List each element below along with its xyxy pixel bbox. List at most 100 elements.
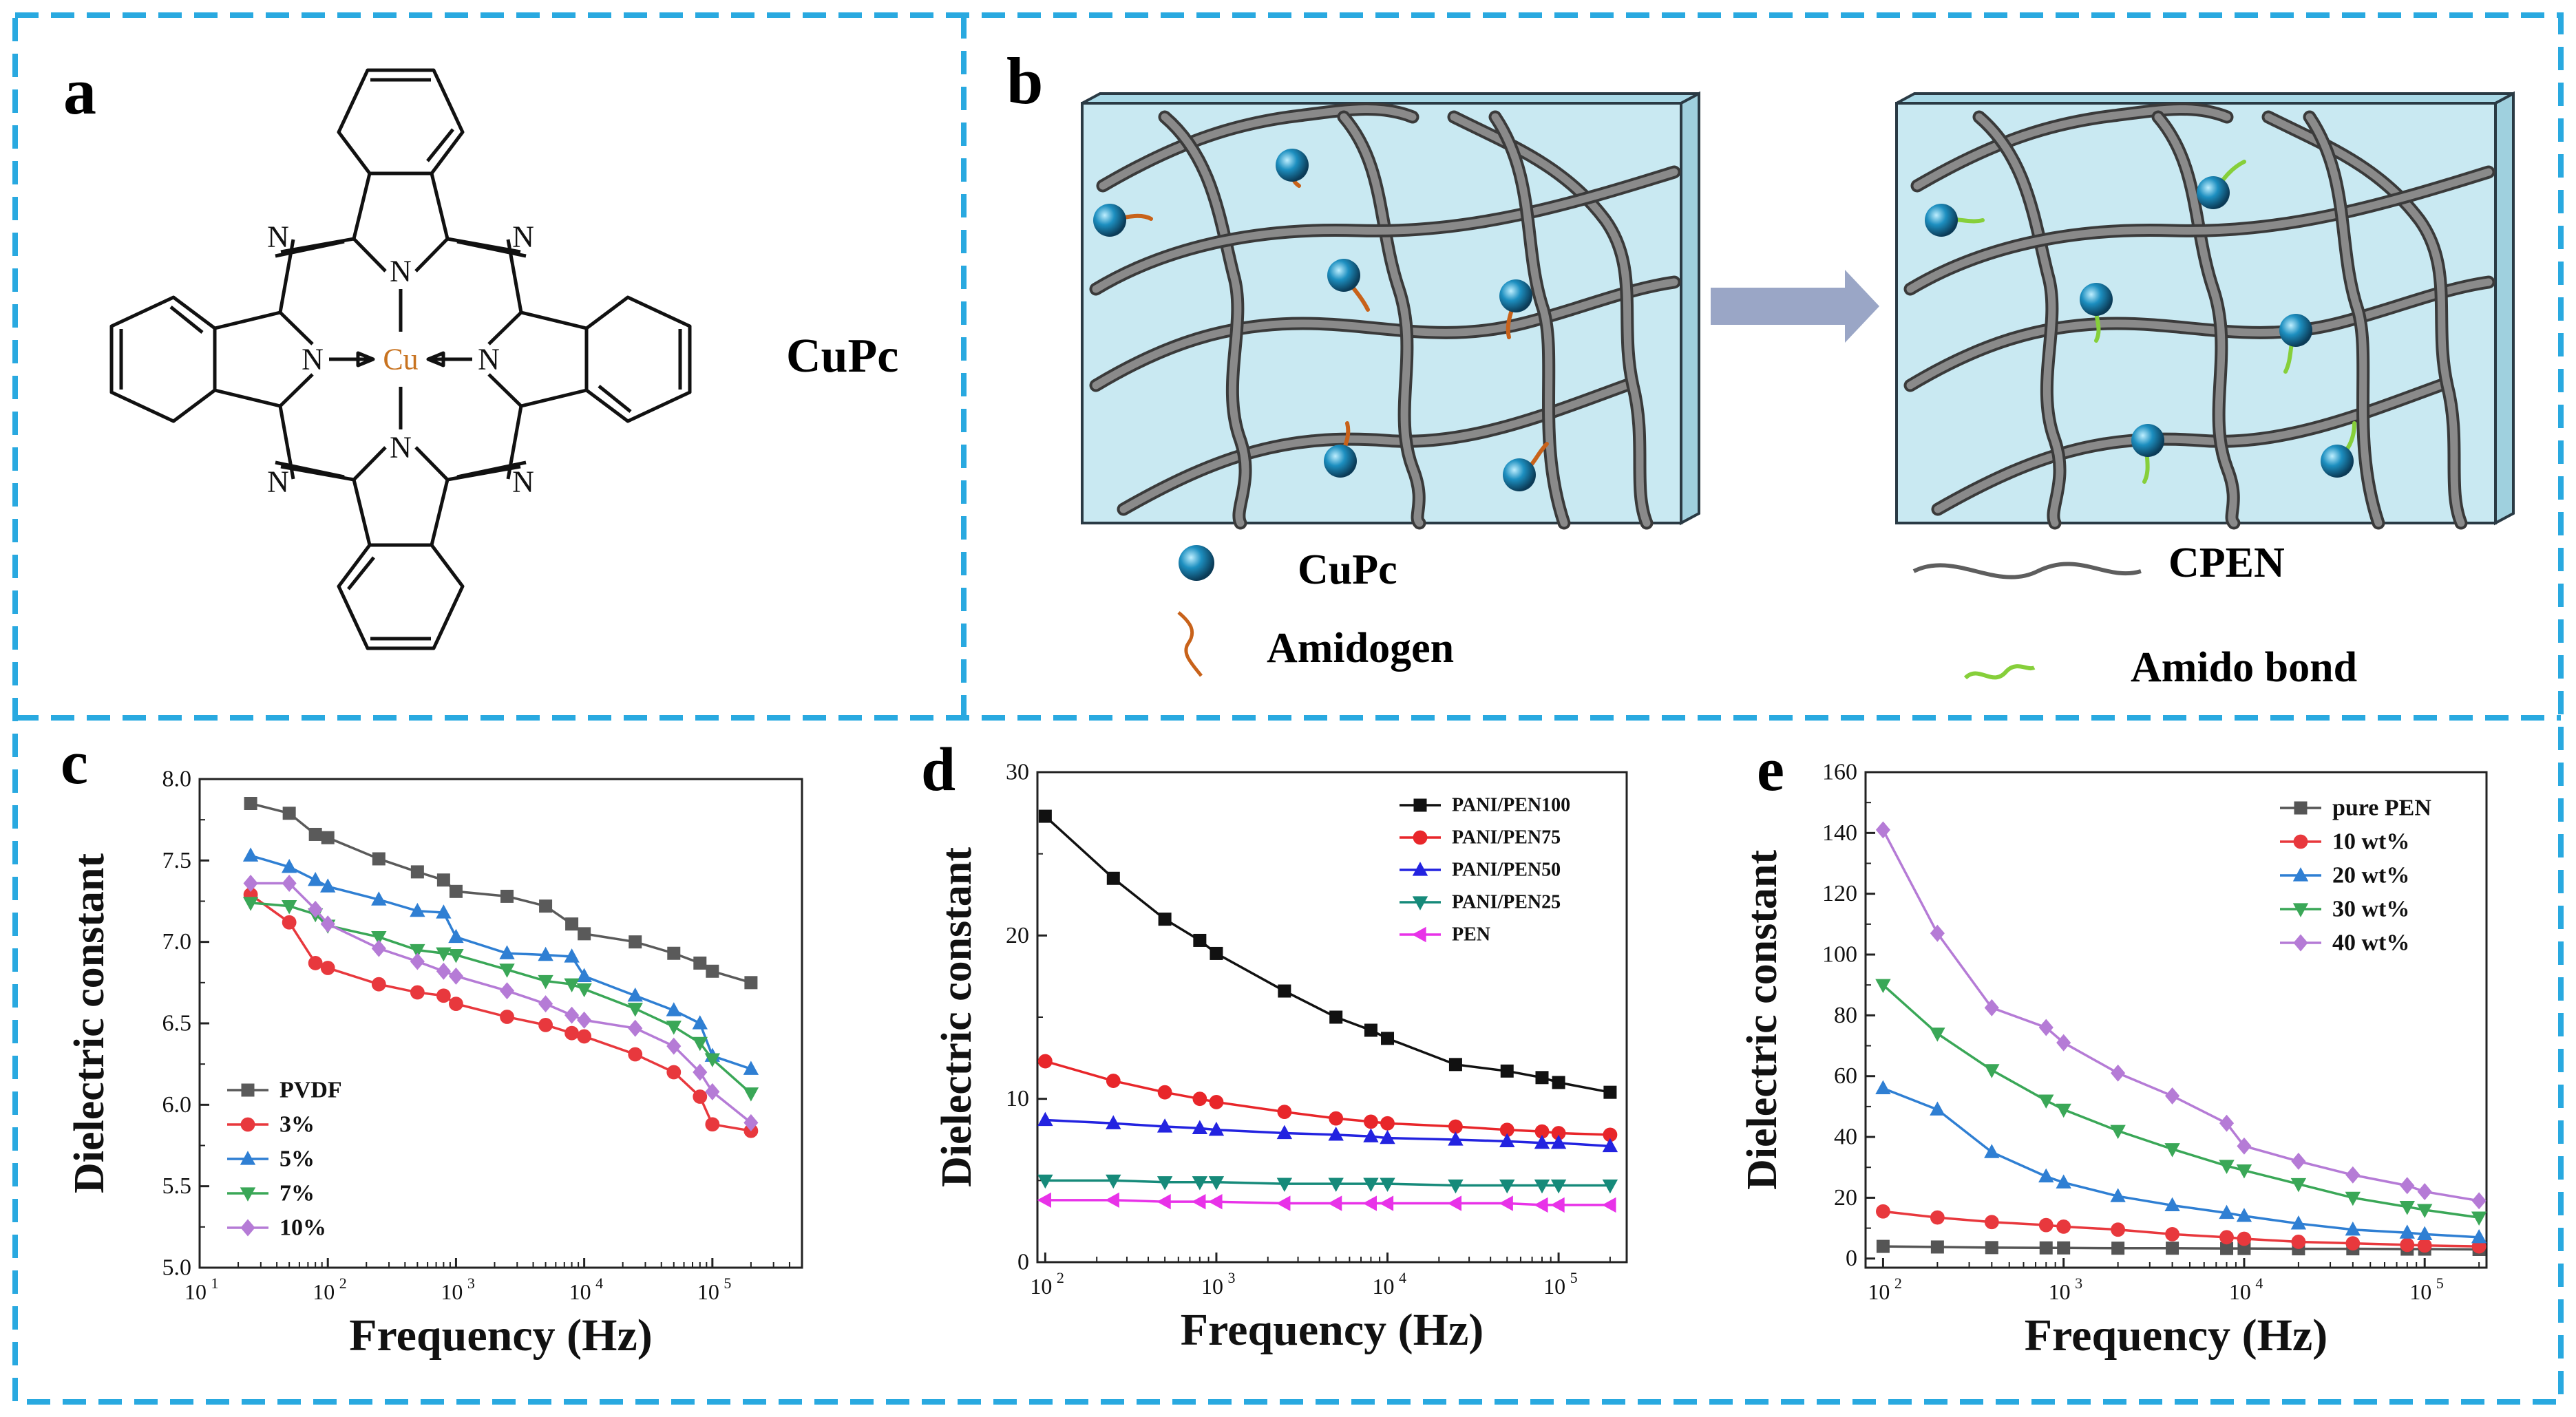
data-point-marker <box>1876 1239 1890 1253</box>
benzene-ring-bottom <box>337 543 465 650</box>
pyrrole-bond <box>214 388 281 408</box>
legend-amido-bond-icon <box>1963 664 2036 680</box>
legend-entry-label: PVDF <box>279 1078 342 1103</box>
x-tick-exponent: 4 <box>595 1275 603 1292</box>
data-point-marker <box>2039 1241 2053 1255</box>
data-point-marker <box>577 1029 592 1044</box>
x-tick-label: 10 <box>441 1279 463 1304</box>
data-point-marker <box>1984 999 1999 1016</box>
data-point-marker <box>1364 1023 1377 1037</box>
pyrrole-nitrogen-bottom: N <box>390 431 412 465</box>
x-axis-label: Frequency (Hz) <box>1181 1305 1484 1355</box>
data-point-marker <box>667 946 681 960</box>
data-point-marker <box>371 930 387 946</box>
data-point-marker <box>243 874 258 892</box>
data-point-marker <box>1192 1120 1208 1134</box>
x-tick-exponent: 3 <box>1227 1269 1235 1286</box>
data-point-marker <box>241 1083 255 1097</box>
series-line <box>1882 1087 2480 1239</box>
data-point-marker <box>1037 1174 1053 1189</box>
y-tick-label: 140 <box>1822 820 1857 846</box>
series-line <box>1883 1245 2480 1251</box>
data-point-marker <box>2294 801 2308 815</box>
pyrrole-bond <box>487 311 522 345</box>
data-point-marker <box>1106 1074 1121 1088</box>
pyrrole-bond <box>352 237 387 273</box>
data-point-marker <box>578 927 591 941</box>
x-tick-exponent: 3 <box>467 1275 475 1292</box>
matrix-box-after <box>1895 91 2515 530</box>
data-point-marker <box>1602 1179 1618 1194</box>
data-point-marker <box>436 988 451 1003</box>
data-point-marker <box>436 962 451 980</box>
matrix-top-face <box>1896 92 2514 105</box>
y-tick-label: 30 <box>1006 760 1029 785</box>
x-axis-label: Frequency (Hz) <box>349 1310 653 1361</box>
data-point-marker <box>1412 926 1426 943</box>
data-point-marker <box>704 1053 721 1067</box>
reaction-arrow <box>1711 270 1879 343</box>
pyrrole-bond <box>520 310 587 330</box>
data-point-marker <box>499 945 515 959</box>
data-point-marker <box>2417 1183 2432 1201</box>
data-point-marker <box>372 852 386 866</box>
data-point-marker <box>371 891 387 906</box>
data-point-marker <box>1363 1128 1379 1142</box>
x-tick-label: 10 <box>1373 1274 1395 1299</box>
data-point-marker <box>743 1114 759 1131</box>
legend-entry-label: PEN <box>1452 924 1490 946</box>
y-tick-label: 160 <box>1822 760 1857 785</box>
data-point-marker <box>705 1083 720 1100</box>
polymer-chain-highlight <box>1906 168 2493 293</box>
data-point-marker <box>629 935 642 949</box>
data-point-marker <box>436 873 450 887</box>
data-point-marker <box>410 865 424 879</box>
pyrrole-bond <box>487 373 522 407</box>
polymer-chain-highlight <box>2305 113 2383 527</box>
data-point-marker <box>2290 1215 2307 1230</box>
x-tick-label: 10 <box>2229 1279 2251 1304</box>
y-tick-label: 80 <box>1834 1003 1857 1028</box>
x-tick-label: 10 <box>569 1279 591 1304</box>
meso-double-bond <box>275 460 345 479</box>
data-point-marker <box>2345 1221 2361 1236</box>
cupc-sphere <box>1499 279 1532 312</box>
x-tick-label: 10 <box>1543 1274 1565 1299</box>
data-point-marker <box>1157 1176 1173 1191</box>
series-line <box>1045 1199 1610 1206</box>
panel-b-letter: b <box>1006 44 1043 118</box>
data-point-marker <box>2219 1230 2234 1245</box>
y-tick-label: 120 <box>1822 881 1857 906</box>
cupc-sphere <box>2279 314 2312 347</box>
data-point-marker <box>1984 1144 2000 1158</box>
cupc-sphere <box>2131 424 2164 457</box>
cupc-sphere <box>1925 204 1958 237</box>
data-point-marker <box>539 899 553 913</box>
data-point-marker <box>2399 1201 2415 1215</box>
meso-double-bond <box>456 460 527 479</box>
data-point-marker <box>2219 1204 2235 1219</box>
data-point-marker <box>2417 1204 2433 1218</box>
y-tick-label: 20 <box>1006 923 1029 948</box>
legend-entry-label: pure PEN <box>2332 796 2431 821</box>
data-point-marker <box>2237 1137 2252 1155</box>
data-point-marker <box>2111 1242 2125 1255</box>
panel-e-letter: e <box>1757 736 1784 804</box>
data-point-marker <box>2293 834 2308 849</box>
data-point-marker <box>2471 1228 2487 1244</box>
y-tick-label: 40 <box>1834 1125 1857 1150</box>
x-tick-label: 10 <box>184 1279 207 1304</box>
data-point-marker <box>371 977 386 992</box>
data-point-marker <box>500 889 514 903</box>
data-point-marker <box>1875 821 1890 839</box>
data-point-marker <box>2471 1211 2487 1226</box>
data-point-marker <box>2292 867 2309 882</box>
legend-entry-label: PANI/PEN50 <box>1452 860 1561 881</box>
data-point-marker <box>308 827 322 841</box>
data-point-marker <box>1328 1178 1344 1192</box>
data-point-marker <box>627 987 643 1002</box>
y-tick-label: 20 <box>1834 1185 1857 1211</box>
data-point-marker <box>2165 1227 2179 1242</box>
pyrrole-bond <box>414 237 449 273</box>
